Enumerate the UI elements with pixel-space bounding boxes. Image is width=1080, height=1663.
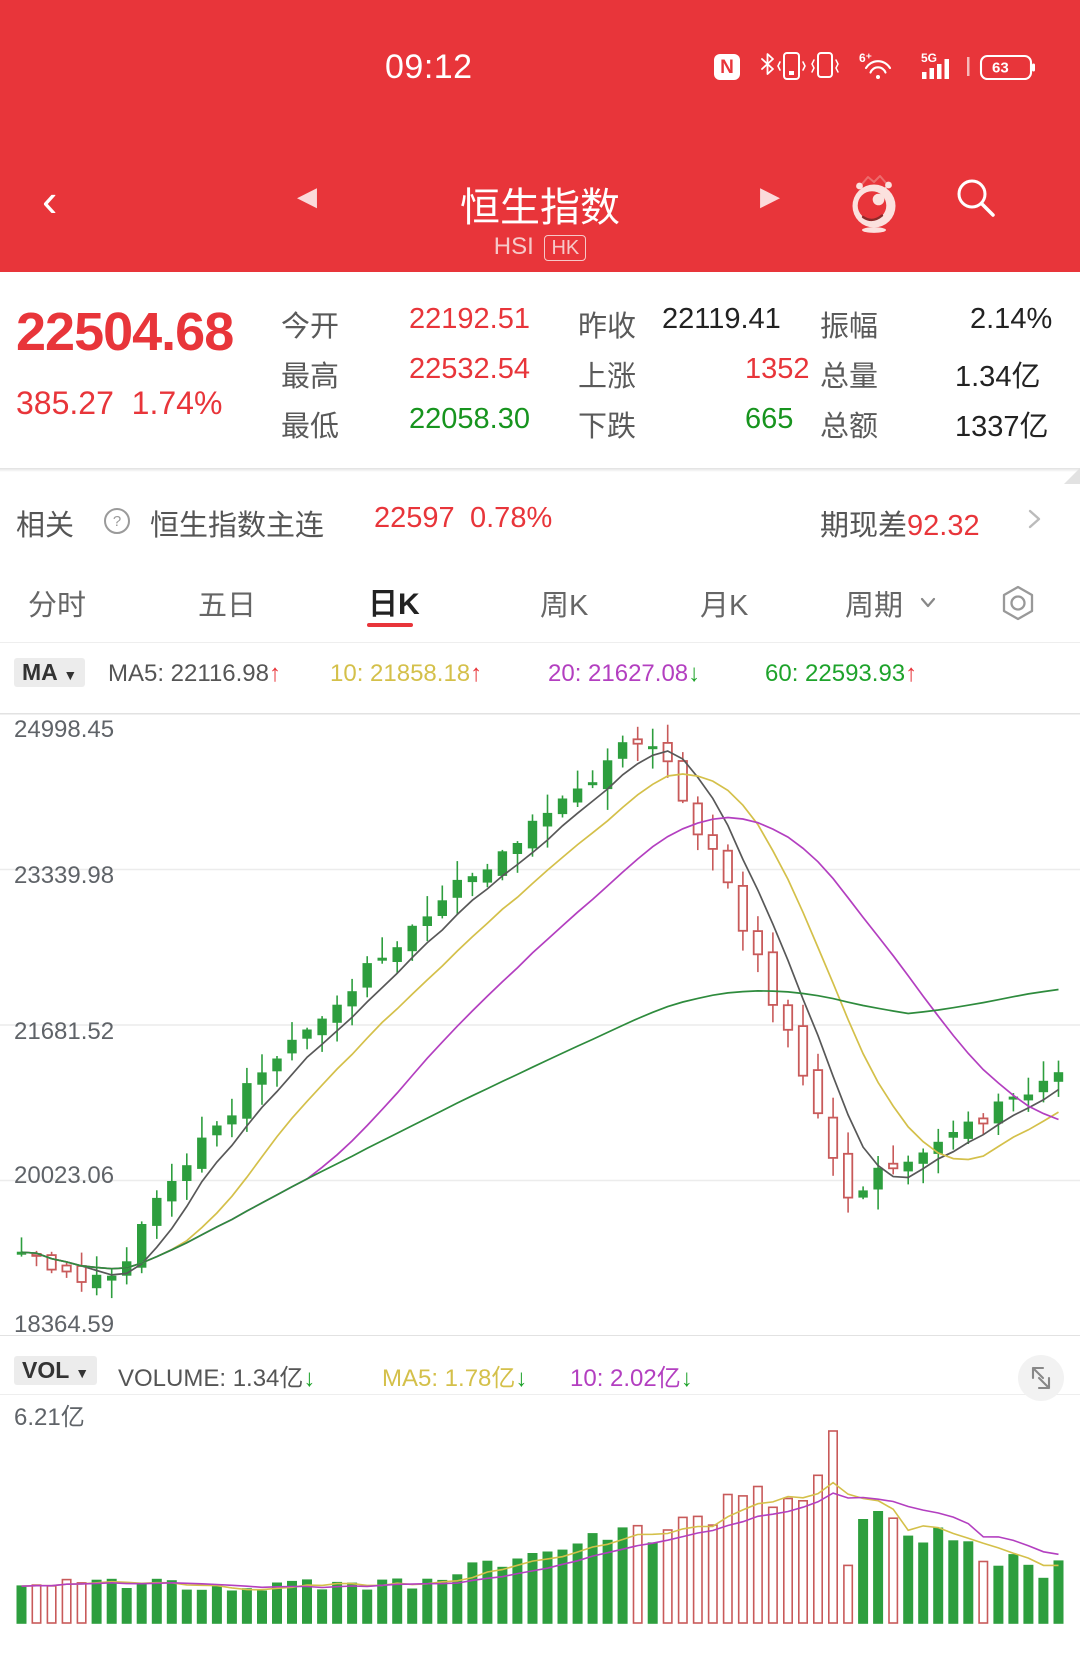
svg-text:5G: 5G [921,51,937,65]
svg-text:?: ? [113,513,121,530]
svg-text:N: N [720,57,734,78]
svg-text:63: 63 [992,60,1009,77]
